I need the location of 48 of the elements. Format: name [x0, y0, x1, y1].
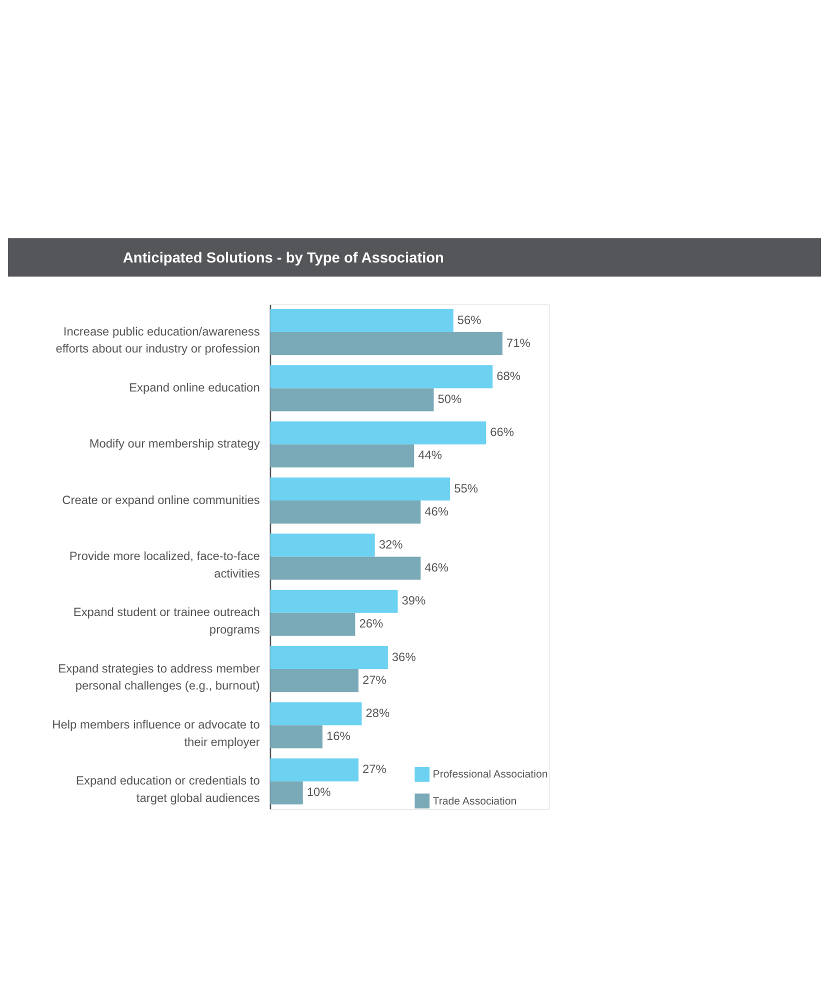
data-label: 68% — [496, 368, 521, 383]
y-tick-label: Increase public education/awareness efforts about our industry or profession — [56, 324, 260, 356]
data-label: 36% — [392, 650, 416, 664]
data-label: 66% — [490, 425, 514, 440]
bar — [270, 590, 398, 613]
bar — [270, 725, 322, 748]
data-label: 27% — [362, 762, 387, 776]
legend-label: Trade Association — [432, 795, 517, 808]
data-label: 16% — [326, 729, 351, 744]
y-tick-label: Help members influence or advocate to their employer — [52, 718, 260, 749]
data-label: 56% — [457, 312, 482, 327]
data-label: 46% — [424, 504, 449, 518]
bar — [270, 421, 486, 444]
data-label: 28% — [366, 706, 390, 720]
y-tick-label: Expand student or trainee outreach programs — [73, 605, 260, 636]
bar — [270, 500, 421, 524]
data-label: 55% — [454, 481, 478, 496]
data-label: 44% — [418, 448, 442, 462]
legend-label: Professional Association — [432, 768, 548, 781]
bar — [270, 365, 493, 388]
bar — [270, 646, 388, 670]
bar — [270, 612, 356, 636]
bar — [270, 388, 434, 412]
bar — [270, 478, 450, 501]
data-label: 39% — [402, 594, 426, 608]
y-tick-label: Expand online education — [129, 380, 260, 395]
bar — [270, 758, 358, 782]
y-tick-label: Provide more localized, face-to-face activities — [69, 549, 260, 580]
y-tick-label: Modify our membership strategy — [89, 436, 260, 451]
bar — [270, 781, 303, 804]
data-label: 10% — [306, 785, 332, 800]
bar — [270, 669, 358, 692]
data-label: 27% — [362, 672, 387, 687]
data-label: 32% — [378, 538, 404, 552]
y-tick-label: Create or expand online communities — [62, 492, 260, 507]
chart-title: Anticipated Solutions - by Type of Association — [122, 250, 444, 267]
bar — [270, 534, 375, 557]
data-label: 26% — [359, 616, 384, 631]
data-label: 71% — [506, 336, 531, 350]
y-tick-label: Expand strategies to address member personal challenges (e.g., burnout) — [58, 661, 260, 693]
data-label: 50% — [438, 392, 462, 406]
bar — [270, 702, 362, 726]
data-label: 46% — [424, 560, 449, 575]
bar — [270, 556, 421, 580]
bar — [270, 308, 454, 332]
y-tick-label: Expand education or credentials to target global audiences — [76, 774, 260, 805]
bar — [270, 444, 414, 468]
bar — [270, 332, 502, 356]
